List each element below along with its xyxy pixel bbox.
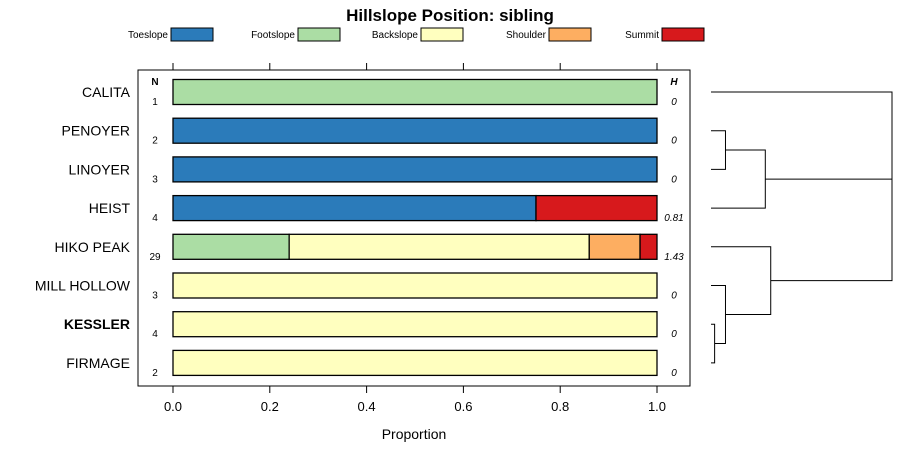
h-value: 1.43 [664, 252, 684, 263]
dendrogram-link [711, 130, 726, 170]
h-value: 0 [671, 174, 677, 185]
legend-swatch-toeslope [170, 27, 214, 42]
bar-segment-toeslope [172, 117, 658, 144]
legend: Toeslope Footslope Backslope Shoulder Summit [128, 27, 705, 42]
n-value: 29 [149, 252, 161, 263]
bar-segment-backslope [172, 349, 658, 377]
category-label: MILL HOLLOW [35, 278, 131, 294]
legend-label-summit: Summit [625, 30, 659, 41]
bar-segment-toeslope [172, 156, 658, 183]
bar-segment-backslope [288, 233, 590, 260]
legend-label-toeslope: Toeslope [128, 30, 168, 41]
legend-swatch-shoulder [548, 27, 592, 42]
dendrogram [711, 91, 893, 364]
n-value: 4 [152, 213, 158, 224]
n-value: 4 [152, 329, 158, 340]
dendrogram-link [711, 246, 772, 316]
bar-segment-summit [639, 233, 658, 260]
n-value: 2 [152, 136, 158, 147]
x-axis-label: Proportion [382, 426, 447, 442]
h-value: 0 [671, 329, 677, 340]
x-tick-label: 0.4 [358, 399, 376, 414]
category-label: KESSLER [64, 316, 130, 332]
n-value: 1 [152, 97, 158, 108]
h-value: 0 [671, 136, 677, 147]
legend-label-backslope: Backslope [372, 30, 419, 41]
dendrogram-link [711, 285, 726, 345]
x-tick-label: 0.6 [454, 399, 472, 414]
legend-label-footslope: Footslope [251, 30, 295, 41]
x-tick-label: 0.8 [551, 399, 569, 414]
legend-swatch-summit [661, 27, 705, 42]
legend-label-shoulder: Shoulder [506, 30, 547, 41]
bar-segment-summit [535, 194, 658, 222]
category-label: CALITA [82, 84, 131, 100]
h-value: 0 [671, 368, 677, 379]
bar-segment-backslope [172, 272, 658, 299]
dendrogram-link [770, 135, 893, 282]
dendrogram-link [711, 149, 766, 209]
bar-segment-backslope [172, 311, 658, 338]
plot-frame [137, 69, 691, 387]
chart-title: Hillslope Position: sibling [346, 6, 554, 25]
bar-segment-footslope [172, 233, 290, 260]
bars [172, 78, 658, 377]
category-label: PENOYER [62, 123, 130, 139]
x-tick-label: 0.0 [164, 399, 182, 414]
n-value: 3 [152, 291, 158, 302]
category-label: HIKO PEAK [55, 239, 131, 255]
h-value: 0 [671, 291, 677, 302]
bar-segment-toeslope [172, 194, 537, 222]
axis-ticks: 0.0 0.2 0.4 0.6 0.8 1.0 [164, 63, 666, 414]
bar-segment-shoulder [588, 233, 641, 260]
legend-swatch-footslope [297, 27, 341, 42]
category-label: HEIST [89, 200, 131, 216]
category-label: FIRMAGE [66, 355, 130, 371]
dendrogram-link [711, 91, 893, 180]
h-value: 0 [671, 97, 677, 108]
dendrogram-link [711, 323, 716, 364]
n-column-header: N [151, 77, 158, 88]
n-value: 3 [152, 174, 158, 185]
bar-segment-footslope [172, 78, 658, 106]
h-value: 0.81 [664, 213, 683, 224]
h-column-header: H [670, 77, 678, 88]
n-value: 2 [152, 368, 158, 379]
legend-swatch-backslope [420, 27, 464, 42]
x-tick-label: 0.2 [261, 399, 279, 414]
row-labels: CALITA 1 0 PENOYER 2 0 LINOYER 3 0 HEIST 4 0.81 HIKO… [35, 84, 684, 379]
x-tick-label: 1.0 [648, 399, 666, 414]
category-label: LINOYER [69, 161, 130, 177]
